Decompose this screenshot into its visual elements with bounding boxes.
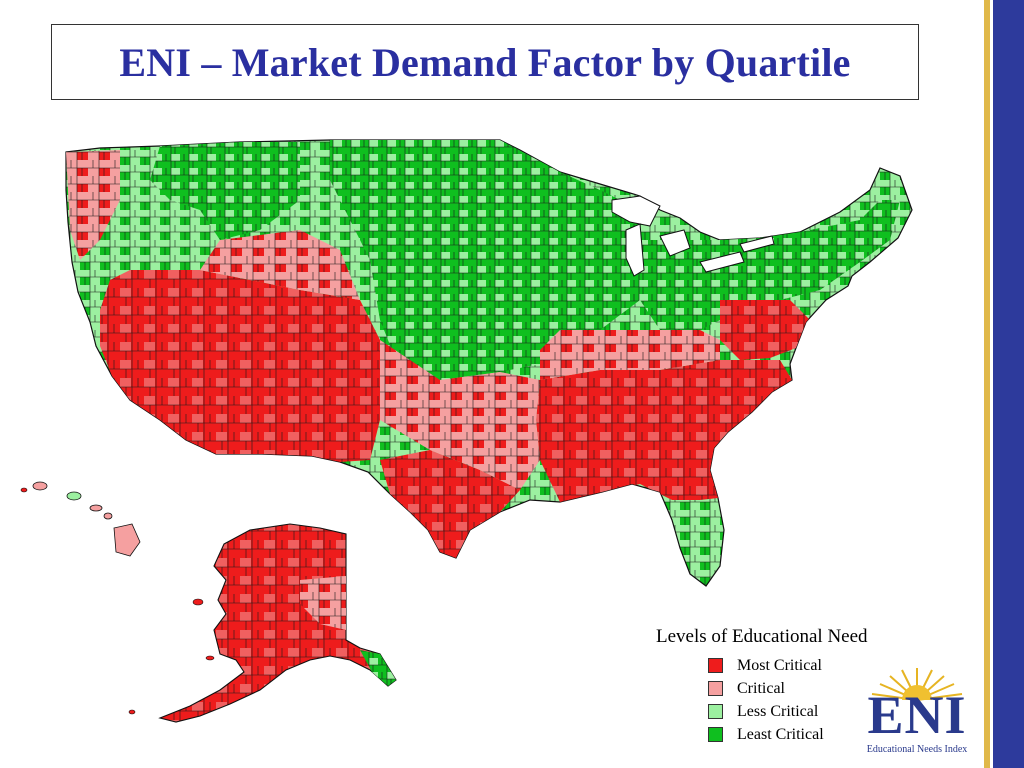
legend-swatch-most-critical — [708, 658, 723, 673]
legend-item-less-critical: Less Critical — [708, 700, 902, 723]
hawaii — [20, 481, 141, 557]
legend-item-critical: Critical — [708, 677, 902, 700]
legend-item-most-critical: Most Critical — [708, 654, 902, 677]
legend-item-least-critical: Least Critical — [708, 723, 902, 746]
eni-logo: ENI Educational Needs Index — [858, 664, 976, 760]
legend-swatch-less-critical — [708, 704, 723, 719]
legend-label-critical: Critical — [737, 679, 785, 697]
alaska — [128, 523, 397, 723]
logo-wordmark: ENI — [867, 685, 967, 745]
legend-title: Levels of Educational Need — [656, 626, 868, 647]
legend-label-least-critical: Least Critical — [737, 725, 824, 743]
legend-swatch-critical — [708, 681, 723, 696]
legend-list: Most Critical Critical Less Critical Lea… — [652, 654, 902, 746]
map-legend: Levels of Educational Need Most Critical… — [652, 626, 902, 746]
contiguous-us — [65, 139, 913, 587]
side-bar-decoration — [980, 0, 1024, 768]
legend-label-less-critical: Less Critical — [737, 702, 819, 720]
blue-stripe — [993, 0, 1024, 768]
title-box: ENI – Market Demand Factor by Quartile — [51, 24, 919, 100]
logo-subtitle: Educational Needs Index — [866, 744, 968, 755]
page-title: ENI – Market Demand Factor by Quartile — [119, 39, 851, 85]
gold-stripe — [984, 0, 990, 768]
sunrise-icon — [871, 668, 963, 701]
legend-swatch-least-critical — [708, 727, 723, 742]
legend-label-most-critical: Most Critical — [737, 656, 822, 674]
